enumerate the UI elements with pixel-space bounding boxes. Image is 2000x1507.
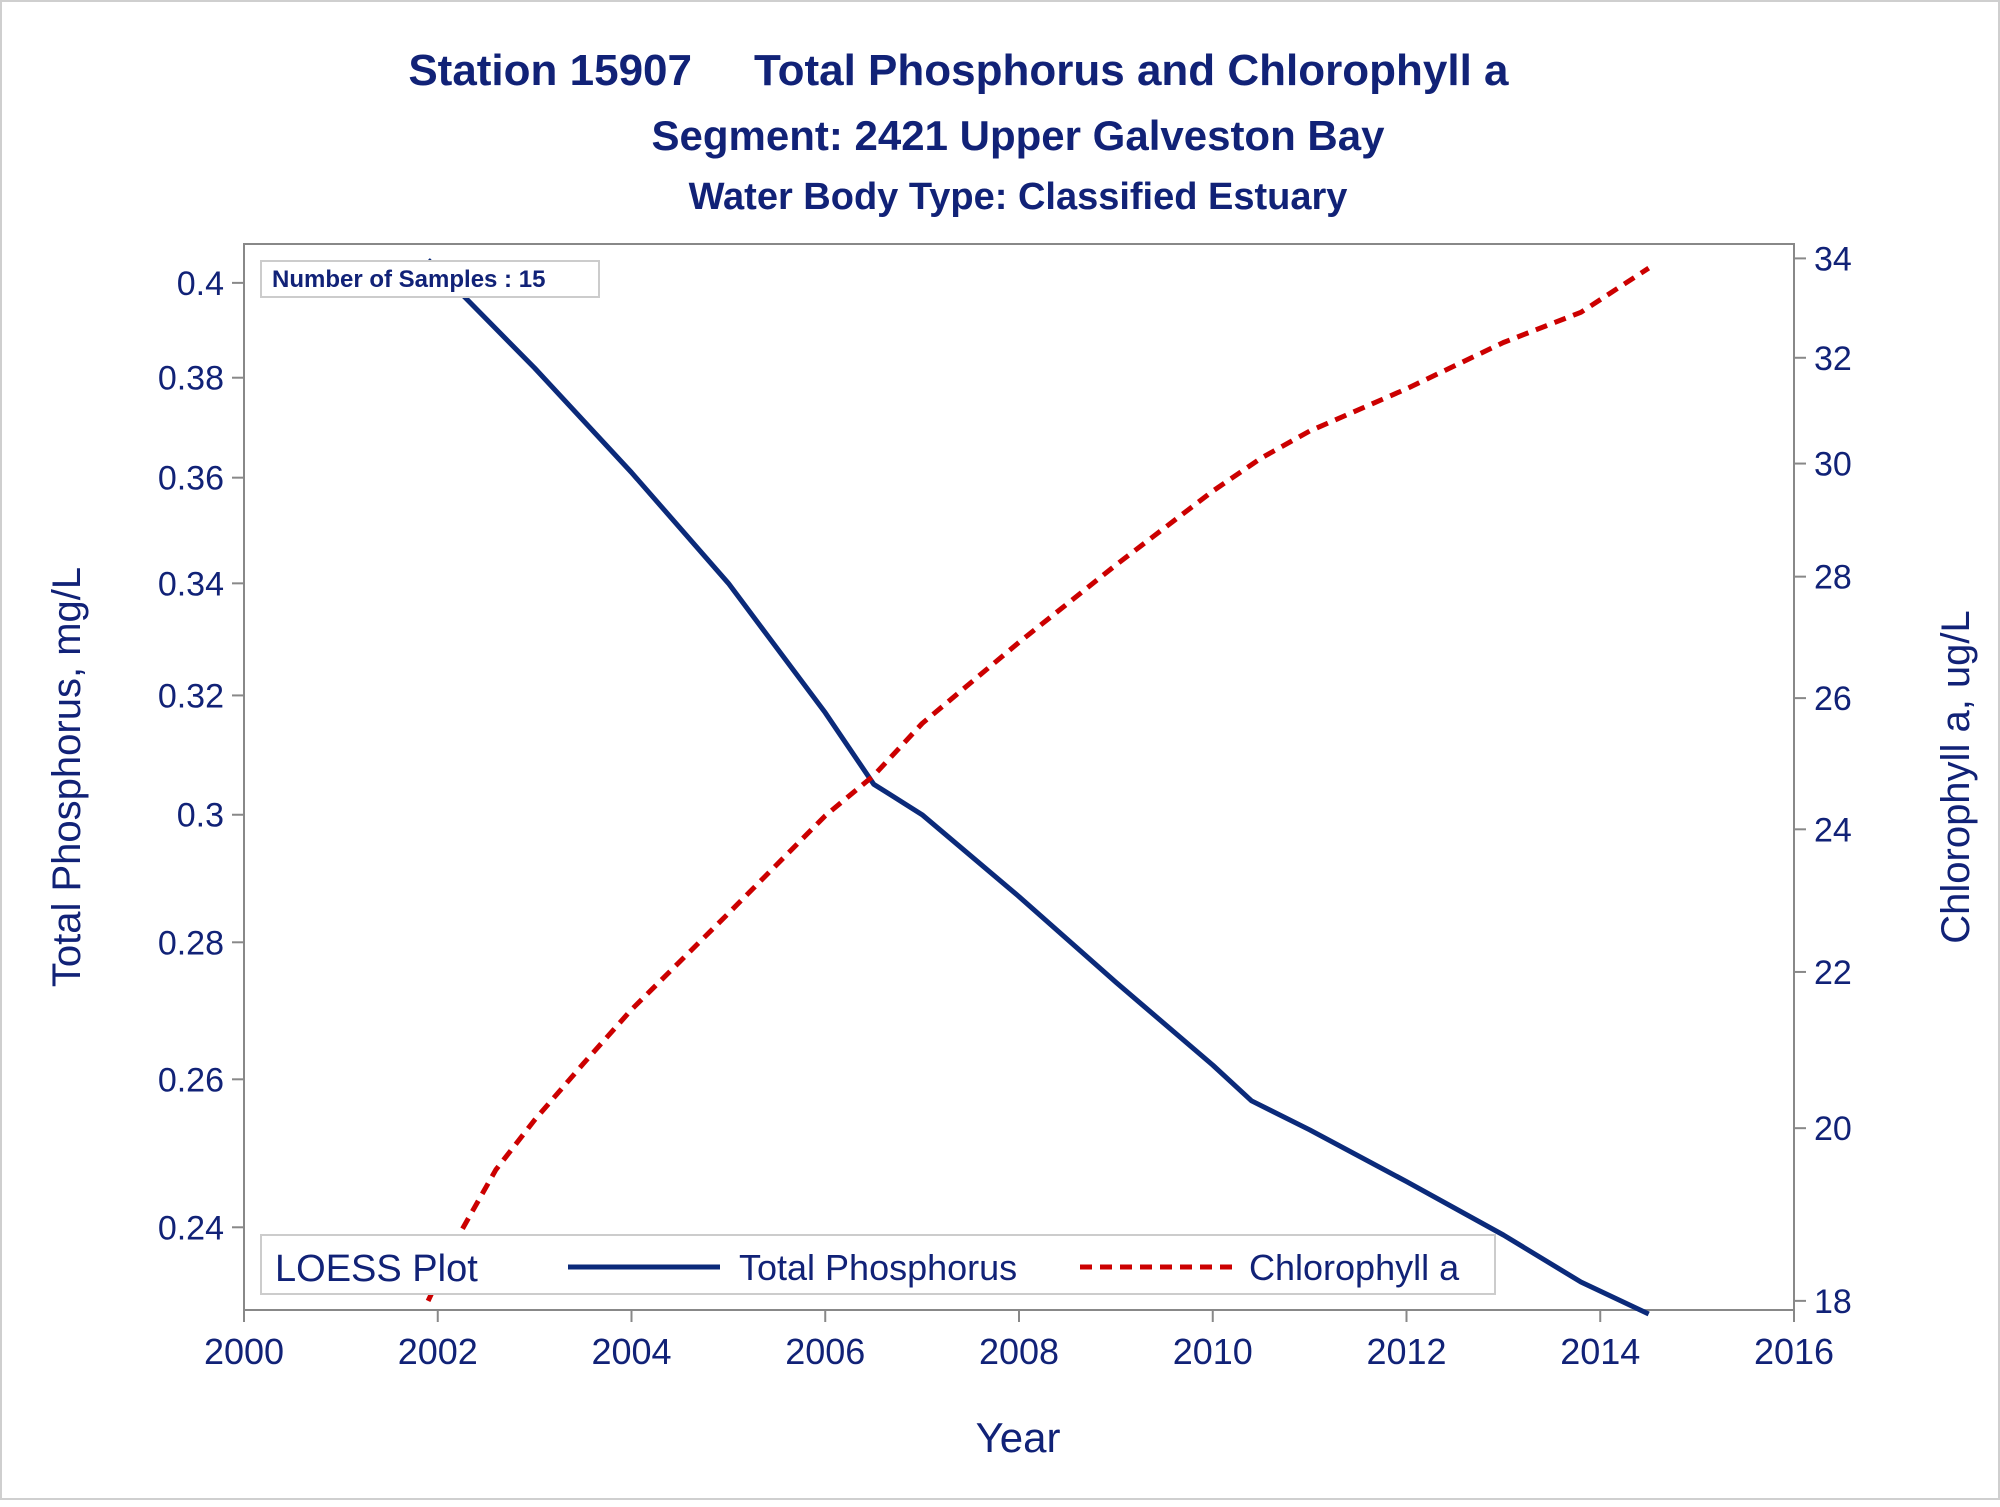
- annotation-sample-count: Number of Samples : 15: [272, 266, 545, 293]
- y-right-tick-label: 30: [1814, 446, 1852, 484]
- y-right-tick-label: 28: [1814, 559, 1852, 597]
- legend-label-chlorophyll: Chlorophyll a: [1249, 1247, 1460, 1288]
- plot-area: [243, 243, 1795, 1311]
- y-left-tick-label: 0.32: [158, 677, 224, 715]
- chart-title-station: Station 15907: [408, 46, 692, 95]
- y-left-tick-label: 0.4: [177, 265, 224, 303]
- y-left-tick-label: 0.34: [158, 565, 224, 603]
- y-right-tick-label: 20: [1814, 1110, 1852, 1148]
- y-left-tick-label: 0.38: [158, 360, 224, 398]
- y-left-tick-label: 0.28: [158, 924, 224, 962]
- series-line-chlorophyll: [425, 266, 1651, 1302]
- x-tick-label: 2014: [1560, 1331, 1640, 1372]
- x-axis: 2000 2002 2004 2006 2008 2010 2012 2014 2016: [204, 1309, 1834, 1372]
- y-axis-left-label: Total Phosphorus, mg/L: [45, 567, 89, 987]
- chart-title-main: Total Phosphorus and Chlorophyll a: [754, 46, 1509, 95]
- y-left-tick-label: 0.3: [177, 797, 224, 835]
- y-right-tick-label: 32: [1814, 340, 1852, 378]
- x-tick-label: 2004: [591, 1331, 671, 1372]
- x-tick-label: 2016: [1754, 1331, 1834, 1372]
- legend-box: [260, 1234, 1496, 1295]
- annotation-box: [260, 260, 600, 298]
- x-tick-label: 2000: [204, 1331, 284, 1372]
- y-right-tick-label: 18: [1814, 1283, 1852, 1321]
- y-right-tick-label: 34: [1814, 240, 1852, 278]
- x-tick-label: 2008: [979, 1331, 1059, 1372]
- legend-title: LOESS Plot: [275, 1248, 478, 1290]
- chart-subtitle-waterbody: Water Body Type: Classified Estuary: [689, 176, 1348, 218]
- y-axis-right-label: Chlorophyll a, ug/L: [1934, 610, 1978, 944]
- y-left-tick-label: 0.36: [158, 460, 224, 498]
- y-right-tick-label: 26: [1814, 680, 1852, 718]
- x-tick-label: 2006: [785, 1331, 865, 1372]
- y-axis-right: 18 20 22 24 26 28 30 32 34: [1794, 240, 1852, 1321]
- series-line-phosphorus: [426, 258, 1650, 1317]
- x-tick-label: 2012: [1366, 1331, 1446, 1372]
- y-left-tick-label: 0.26: [158, 1061, 224, 1099]
- x-tick-label: 2010: [1173, 1331, 1253, 1372]
- y-axis-left: 0.24 0.26 0.28 0.3 0.32 0.34 0.36 0.38 0.4: [158, 265, 244, 1247]
- legend-label-phosphorus: Total Phosphorus: [739, 1247, 1017, 1288]
- y-right-tick-label: 24: [1814, 811, 1852, 849]
- series-group: [425, 258, 1651, 1317]
- chart-subtitle-segment: Segment: 2421 Upper Galveston Bay: [652, 112, 1386, 159]
- y-left-tick-label: 0.24: [158, 1209, 224, 1247]
- y-right-tick-label: 22: [1814, 954, 1852, 992]
- x-tick-label: 2002: [398, 1331, 478, 1372]
- x-axis-label: Year: [976, 1414, 1061, 1461]
